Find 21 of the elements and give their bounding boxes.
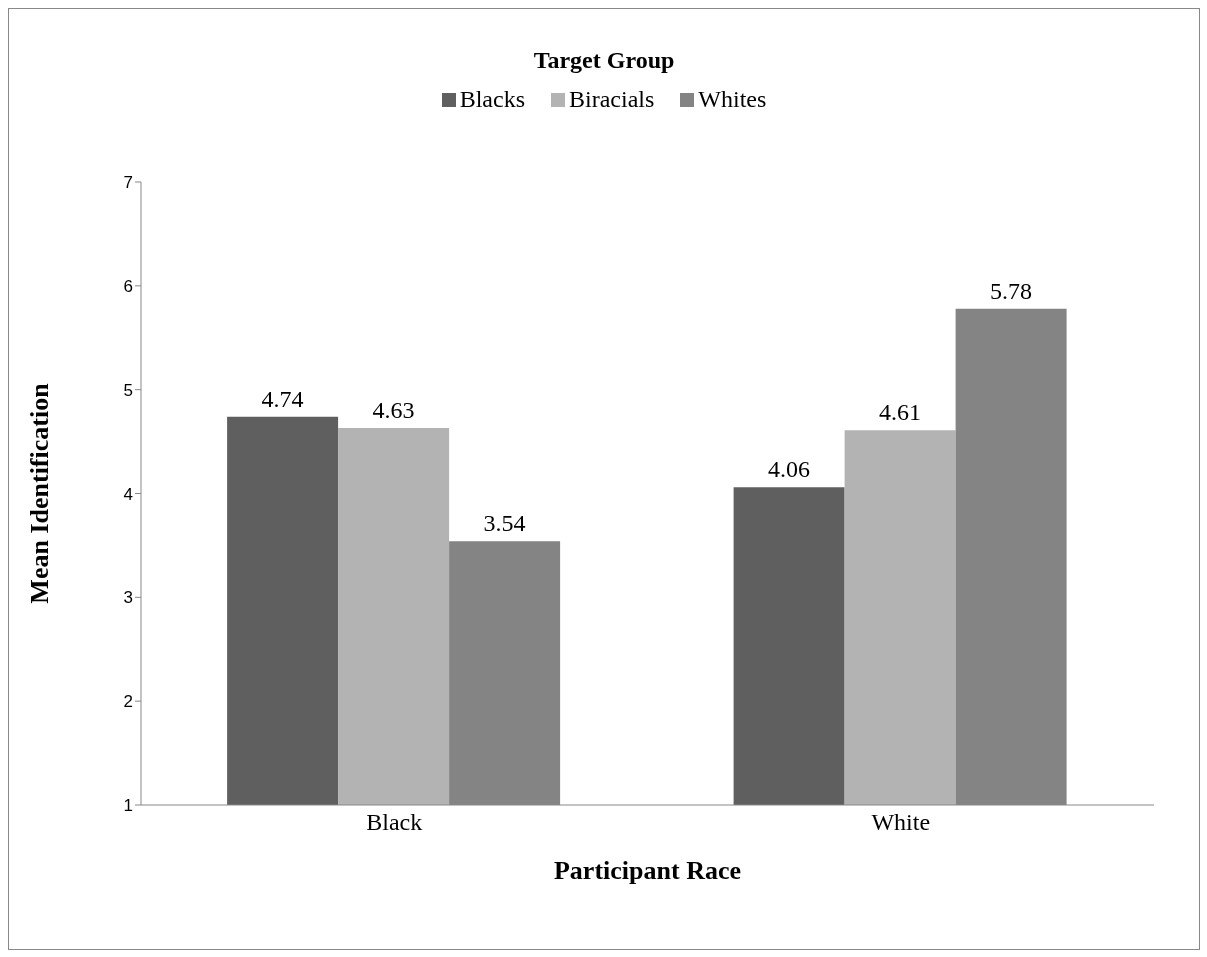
y-tick-label: 2 (123, 692, 133, 712)
legend-label: Whites (697, 86, 767, 113)
y-tick-label: 3 (123, 588, 133, 608)
y-tick-label: 1 (123, 796, 133, 816)
x-tick-label: White (871, 809, 931, 836)
data-label: 4.61 (879, 399, 922, 426)
data-label: 4.74 (261, 385, 304, 412)
x-axis-title: Participant Race (553, 856, 742, 885)
data-label: 4.63 (372, 397, 415, 424)
y-tick-label: 6 (123, 276, 133, 296)
data-label: 3.54 (483, 510, 526, 537)
y-tick-label: 5 (123, 380, 133, 400)
legend-title: Target Group (532, 47, 676, 74)
y-tick-label: 7 (123, 173, 133, 193)
x-tick-label: Black (366, 809, 423, 836)
y-tick-label: 4 (123, 484, 133, 504)
legend-label: Blacks (458, 86, 526, 113)
y-axis-title: Mean Identification (25, 382, 55, 604)
legend-label: Biracials (568, 86, 655, 113)
data-label: 5.78 (990, 277, 1033, 304)
data-label: 4.06 (768, 456, 811, 483)
